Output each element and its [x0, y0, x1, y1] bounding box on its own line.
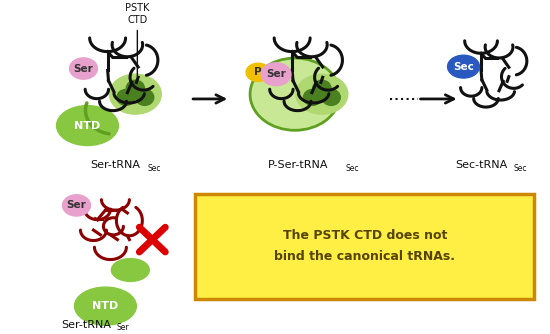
Text: NTD: NTD: [92, 301, 119, 311]
Text: Ser: Ser: [74, 63, 94, 73]
Text: Ser-tRNA: Ser-tRNA: [62, 320, 112, 330]
Text: Ser: Ser: [67, 200, 86, 210]
Ellipse shape: [304, 90, 322, 105]
Ellipse shape: [112, 259, 149, 282]
Text: The PSTK CTD does not
bind the canonical tRNAs.: The PSTK CTD does not bind the canonical…: [274, 229, 455, 263]
Text: Ser: Ser: [266, 69, 286, 79]
FancyBboxPatch shape: [195, 194, 535, 299]
Text: Sec-tRNA: Sec-tRNA: [455, 160, 508, 170]
Ellipse shape: [63, 195, 90, 216]
Ellipse shape: [57, 106, 118, 146]
Text: Sec: Sec: [147, 164, 161, 173]
Ellipse shape: [136, 90, 154, 105]
Text: Ser-tRNA: Ser-tRNA: [90, 160, 140, 170]
Ellipse shape: [261, 63, 291, 86]
Text: Sec: Sec: [346, 164, 359, 173]
Ellipse shape: [74, 287, 136, 325]
Ellipse shape: [448, 55, 480, 78]
Ellipse shape: [109, 74, 161, 114]
Ellipse shape: [117, 90, 135, 105]
Text: Sec: Sec: [453, 62, 474, 71]
Ellipse shape: [296, 74, 348, 114]
Ellipse shape: [313, 80, 331, 96]
Ellipse shape: [246, 63, 270, 81]
Text: PSTK
CTD: PSTK CTD: [125, 3, 150, 76]
Text: P: P: [254, 67, 262, 77]
Text: Ser: Ser: [117, 323, 129, 332]
Text: NTD: NTD: [74, 121, 101, 131]
Ellipse shape: [250, 58, 340, 130]
Text: P-Ser-tRNA: P-Ser-tRNA: [268, 160, 328, 170]
Text: Sec: Sec: [513, 164, 527, 173]
Ellipse shape: [126, 80, 145, 96]
Ellipse shape: [69, 58, 97, 79]
Ellipse shape: [322, 90, 340, 105]
